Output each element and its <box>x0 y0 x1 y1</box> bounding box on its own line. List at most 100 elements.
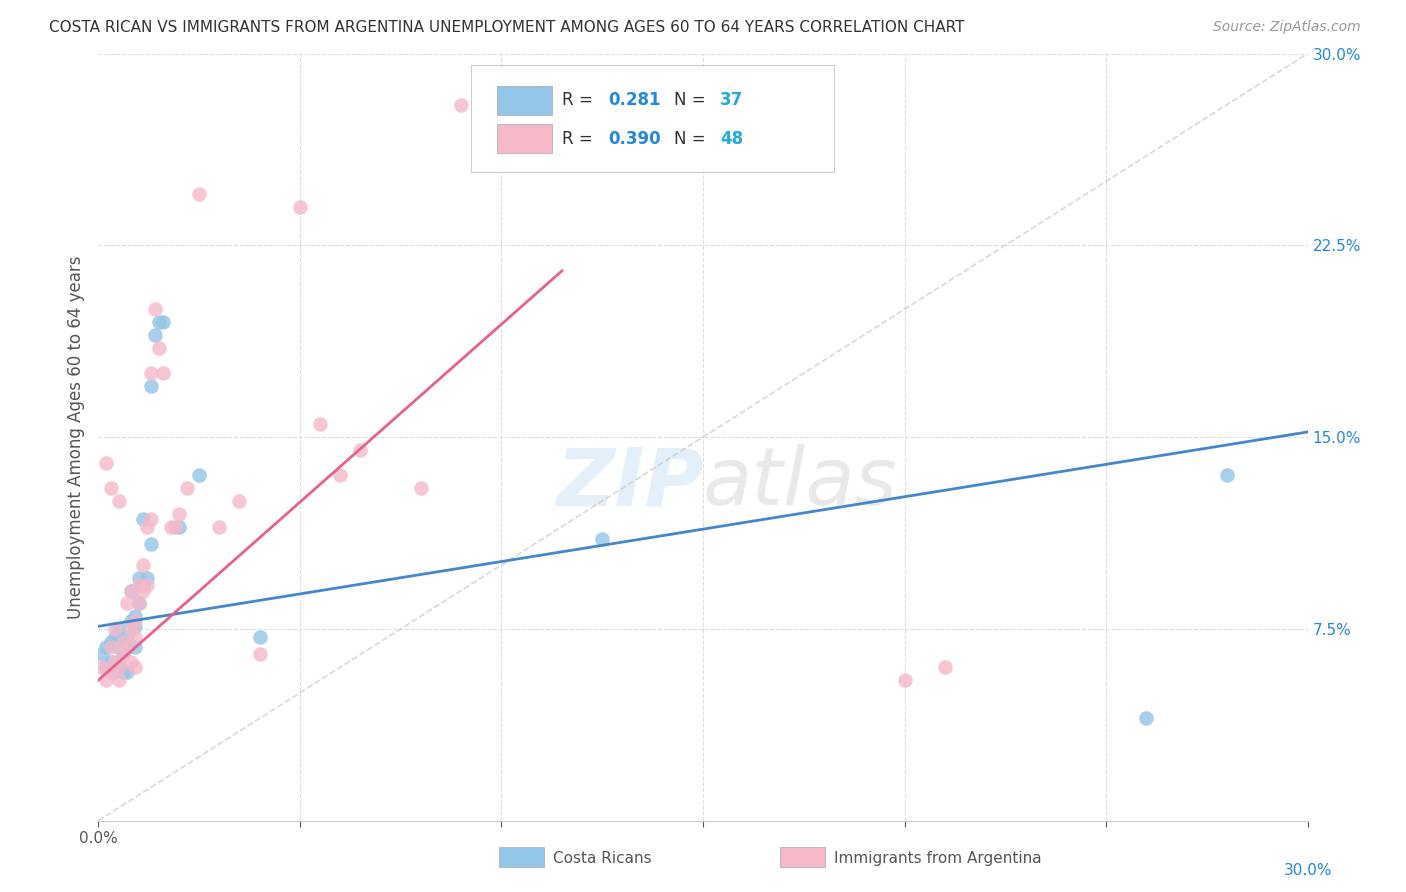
Point <box>107 655 129 669</box>
Point <box>103 665 125 680</box>
Point <box>591 533 613 547</box>
Point <box>103 630 125 644</box>
Point <box>124 640 146 654</box>
Point <box>139 379 162 393</box>
Point <box>128 571 150 585</box>
Point <box>176 481 198 495</box>
Point <box>96 640 118 654</box>
Text: ZIP: ZIP <box>555 444 703 522</box>
Point <box>100 655 122 669</box>
Text: 0.390: 0.390 <box>609 129 661 148</box>
Text: 48: 48 <box>720 129 742 148</box>
Point <box>188 187 211 202</box>
Point <box>107 622 129 636</box>
Point <box>160 519 183 533</box>
Point <box>124 630 146 644</box>
Point <box>309 417 332 432</box>
Text: Source: ZipAtlas.com: Source: ZipAtlas.com <box>1213 20 1361 34</box>
Point <box>152 366 174 380</box>
Point <box>120 655 142 669</box>
Point <box>111 634 134 648</box>
Text: N =: N = <box>673 129 711 148</box>
Point <box>111 665 134 680</box>
Point <box>111 648 134 662</box>
Point <box>249 630 271 644</box>
Point <box>167 519 190 533</box>
Point <box>124 614 146 628</box>
Text: Immigrants from Argentina: Immigrants from Argentina <box>834 851 1042 865</box>
Point <box>139 366 162 380</box>
Point <box>111 648 134 662</box>
Point <box>1216 468 1239 483</box>
Point <box>128 596 150 610</box>
Point <box>96 673 118 687</box>
Point <box>167 507 190 521</box>
Point <box>132 558 155 572</box>
Point <box>115 596 138 610</box>
Point <box>163 519 186 533</box>
Text: atlas: atlas <box>703 444 898 522</box>
Point <box>111 634 134 648</box>
Point <box>409 481 432 495</box>
Point <box>100 665 122 680</box>
Point <box>107 494 129 508</box>
Point <box>288 200 311 214</box>
Point <box>96 456 118 470</box>
Point <box>107 660 129 674</box>
Point <box>135 519 157 533</box>
Point <box>103 655 125 669</box>
Text: N =: N = <box>673 91 711 110</box>
Point <box>228 494 250 508</box>
Point <box>124 609 146 624</box>
FancyBboxPatch shape <box>498 124 551 153</box>
Point <box>139 512 162 526</box>
Point <box>188 468 211 483</box>
Point <box>143 302 166 317</box>
Point <box>148 341 170 355</box>
Point <box>135 578 157 592</box>
Point <box>107 640 129 654</box>
Point <box>1135 711 1157 725</box>
Text: Costa Ricans: Costa Ricans <box>553 851 651 865</box>
FancyBboxPatch shape <box>471 65 834 172</box>
Point <box>249 648 271 662</box>
Text: 30.0%: 30.0% <box>1284 863 1331 878</box>
Point <box>100 634 122 648</box>
Point <box>115 640 138 654</box>
Point <box>349 442 371 457</box>
Point <box>450 97 472 112</box>
Point <box>934 660 956 674</box>
Point <box>329 468 352 483</box>
Point <box>124 619 146 633</box>
Point <box>120 583 142 598</box>
Point <box>103 622 125 636</box>
FancyBboxPatch shape <box>498 86 551 115</box>
Point <box>115 665 138 680</box>
Point <box>143 327 166 342</box>
Point <box>91 648 114 662</box>
Point <box>115 640 138 654</box>
Point <box>893 673 915 687</box>
Point <box>132 583 155 598</box>
Point <box>100 481 122 495</box>
Text: 37: 37 <box>720 91 744 110</box>
Text: COSTA RICAN VS IMMIGRANTS FROM ARGENTINA UNEMPLOYMENT AMONG AGES 60 TO 64 YEARS : COSTA RICAN VS IMMIGRANTS FROM ARGENTINA… <box>49 20 965 35</box>
Point <box>152 315 174 329</box>
Point <box>91 660 114 674</box>
Point <box>100 640 122 654</box>
Point <box>120 614 142 628</box>
Point <box>208 519 231 533</box>
Y-axis label: Unemployment Among Ages 60 to 64 years: Unemployment Among Ages 60 to 64 years <box>66 255 84 619</box>
Point <box>132 578 155 592</box>
Point <box>128 596 150 610</box>
Point <box>115 630 138 644</box>
Text: 0.281: 0.281 <box>609 91 661 110</box>
Point <box>139 537 162 551</box>
Point <box>96 660 118 674</box>
Point <box>148 315 170 329</box>
Point <box>107 673 129 687</box>
Text: R =: R = <box>561 129 598 148</box>
Point <box>128 578 150 592</box>
Text: R =: R = <box>561 91 598 110</box>
Point <box>120 622 142 636</box>
